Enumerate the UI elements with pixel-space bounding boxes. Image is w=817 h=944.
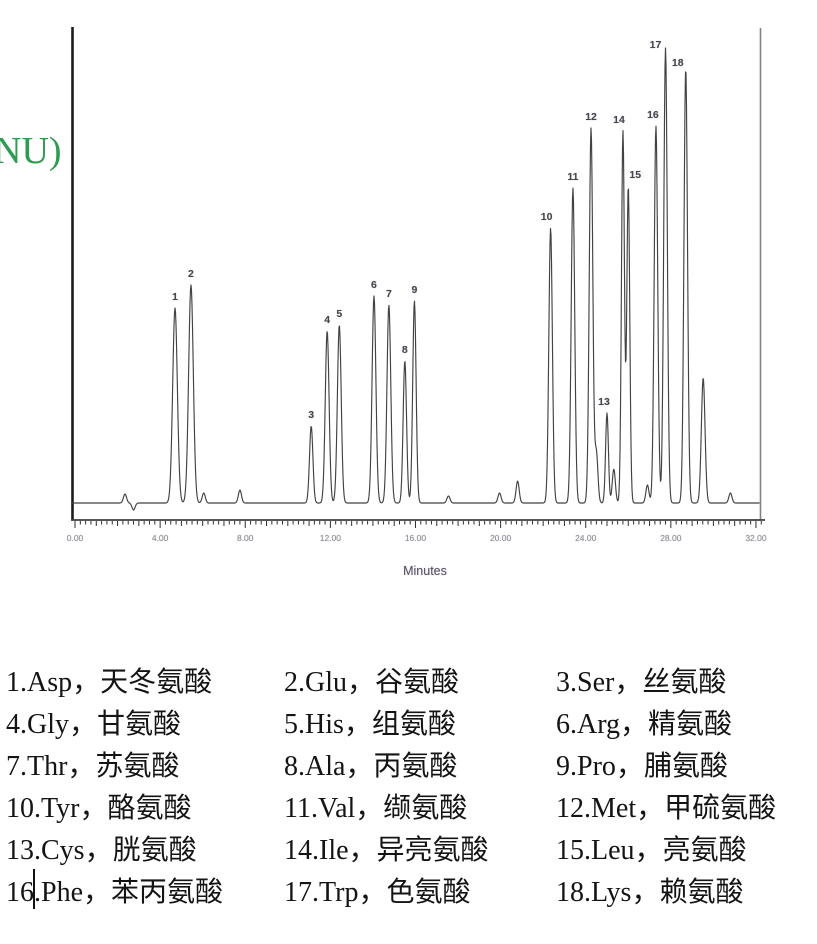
x-tick-label-0.00: 0.00 xyxy=(66,533,84,543)
x-tick-label-28.00: 28.00 xyxy=(660,533,682,543)
legend-item-9[interactable]: 9.Pro，脯氨酸 xyxy=(556,751,728,782)
y-axis-unit-label: NU) xyxy=(0,130,62,172)
peak-number-label-5: 5 xyxy=(336,308,343,320)
peak-number-label-4: 4 xyxy=(324,314,331,326)
peak-number-label-12: 12 xyxy=(585,111,597,123)
legend-item-17[interactable]: 17.Trp，色氨酸 xyxy=(284,877,471,908)
legend-item-10[interactable]: 10.Tyr，酪氨酸 xyxy=(6,793,192,824)
peak-number-label-1: 1 xyxy=(172,291,178,303)
legend-item-5[interactable]: 5.His，组氨酸 xyxy=(284,709,456,740)
legend-item-15[interactable]: 15.Leu，亮氨酸 xyxy=(556,835,747,866)
peak-number-label-16: 16 xyxy=(647,109,659,121)
legend-item-18[interactable]: 18.Lys，赖氨酸 xyxy=(556,877,744,908)
legend-item-13[interactable]: 13.Cys，胱氨酸 xyxy=(6,835,197,866)
peak-number-label-6: 6 xyxy=(371,279,377,291)
x-tick-label-20.00: 20.00 xyxy=(489,533,512,543)
chromatogram-plot xyxy=(71,27,765,528)
legend-item-6[interactable]: 6.Arg，精氨酸 xyxy=(556,709,733,740)
x-axis-title: Minutes xyxy=(403,564,447,578)
peak-number-label-7: 7 xyxy=(385,288,392,300)
legend-item-7[interactable]: 7.Thr，苏氨酸 xyxy=(6,751,180,782)
x-tick-label-4.00: 4.00 xyxy=(151,533,169,543)
x-tick-label-16.00: 16.00 xyxy=(404,533,427,543)
peak-number-label-13: 13 xyxy=(598,396,610,408)
peak-number-label-17: 17 xyxy=(649,39,662,51)
peak-number-label-9: 9 xyxy=(411,284,418,296)
legend-item-4[interactable]: 4.Gly，甘氨酸 xyxy=(6,709,182,740)
x-tick-label-8.00: 8.00 xyxy=(236,533,254,543)
x-tick-label-32.00: 32.00 xyxy=(745,533,767,543)
chromatogram-figure[interactable]: NU) 1 2 3 4 5 6 7 8 9 10 11 12 13 14 15 16 17 18 0.00 4.00… xyxy=(0,0,817,640)
legend-item-16[interactable]: 16.Phe，苯丙氨酸 xyxy=(6,877,224,908)
peak-number-label-10: 10 xyxy=(540,211,553,223)
text-cursor xyxy=(33,869,35,909)
peak-number-label-14: 14 xyxy=(613,114,625,126)
peak-number-label-11: 11 xyxy=(567,171,579,183)
amino-acid-legend: 1.Asp，天冬氨酸 2.Glu，谷氨酸 3.Ser，丝氨酸 4.Gly，甘氨酸… xyxy=(6,662,814,914)
peak-number-label-3: 3 xyxy=(308,409,315,421)
legend-item-14[interactable]: 14.Ile，异亮氨酸 xyxy=(284,835,489,866)
peak-number-label-8: 8 xyxy=(401,344,408,356)
legend-item-11[interactable]: 11.Val，缬氨酸 xyxy=(284,793,468,824)
x-tick-label-24.00: 24.00 xyxy=(575,533,597,543)
peak-number-label-15: 15 xyxy=(629,169,642,181)
peak-number-label-18: 18 xyxy=(671,57,684,69)
legend-item-12[interactable]: 12.Met，甲硫氨酸 xyxy=(556,793,777,824)
legend-item-8[interactable]: 8.Ala，丙氨酸 xyxy=(284,751,458,782)
peak-number-label-2: 2 xyxy=(188,268,194,280)
legend-item-2[interactable]: 2.Glu，谷氨酸 xyxy=(284,667,460,698)
x-tick-label-12.00: 12.00 xyxy=(319,533,341,543)
legend-item-3[interactable]: 3.Ser，丝氨酸 xyxy=(556,667,727,698)
legend-item-1[interactable]: 1.Asp，天冬氨酸 xyxy=(6,667,213,698)
